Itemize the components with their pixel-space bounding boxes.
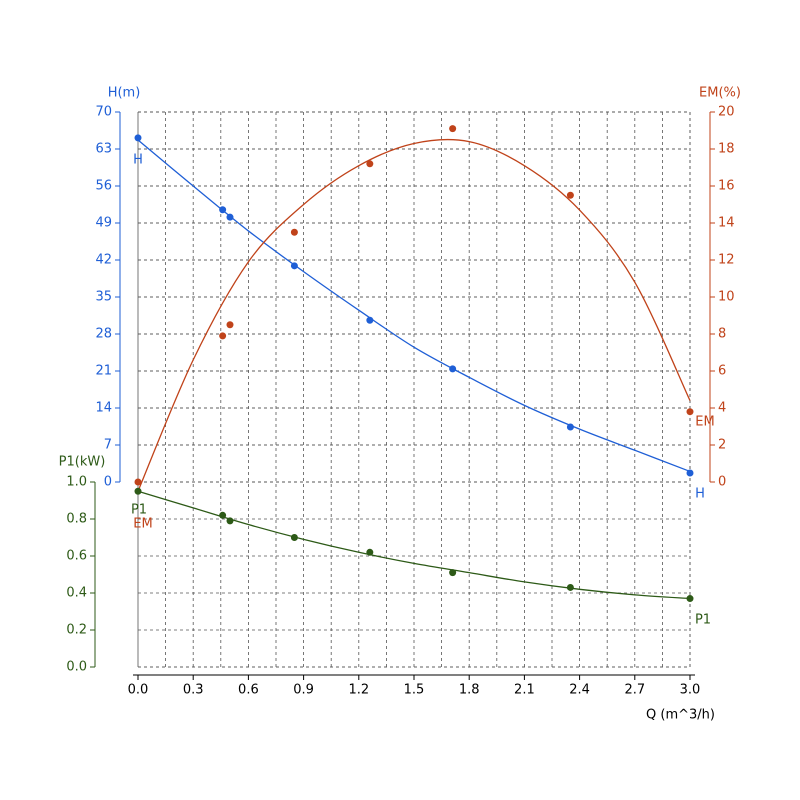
y3-tick-label: 0.6 xyxy=(66,549,87,564)
data-point xyxy=(226,321,234,329)
y2-tick-label: 4 xyxy=(718,401,726,416)
y2-tick-label: 6 xyxy=(718,364,726,379)
series-label: EM xyxy=(695,415,714,430)
data-point xyxy=(219,332,227,340)
y3-tick-label: 0.8 xyxy=(66,512,87,527)
data-point xyxy=(366,548,374,556)
y-tick-label: 63 xyxy=(95,142,112,157)
y2-tick-label: 2 xyxy=(718,438,726,453)
curve xyxy=(137,139,691,473)
data-point xyxy=(219,206,227,214)
curve xyxy=(137,138,691,492)
y2-tick-label: 8 xyxy=(718,327,726,342)
y3-tick-label: 0.0 xyxy=(66,660,87,675)
y3-tick-label: 0.4 xyxy=(66,586,87,601)
y2-tick-label: 20 xyxy=(718,105,735,120)
y-tick-label: 28 xyxy=(95,327,112,342)
x-tick-label: 2.7 xyxy=(624,683,645,698)
data-point xyxy=(449,365,457,373)
data-point xyxy=(366,160,374,168)
x-tick-label: 3.0 xyxy=(680,683,701,698)
data-point xyxy=(290,534,298,541)
data-point xyxy=(134,478,142,486)
data-point xyxy=(219,511,227,519)
y-tick-label: 35 xyxy=(95,290,112,305)
y-tick-label: 70 xyxy=(95,105,112,120)
x-tick-label: 1.2 xyxy=(348,683,369,698)
y-tick-label: 42 xyxy=(95,253,112,268)
y-tick-label: 56 xyxy=(95,179,112,194)
data-point xyxy=(226,517,234,525)
plot-border xyxy=(137,111,691,668)
x-tick-label: 0.9 xyxy=(293,683,314,698)
data-point xyxy=(686,408,694,416)
x-tick-label: 2.1 xyxy=(514,683,535,698)
y-axis-label: H(m) xyxy=(108,86,141,101)
data-point xyxy=(226,213,234,221)
y-tick-label: 49 xyxy=(95,216,112,231)
data-point xyxy=(686,469,694,477)
data-point xyxy=(134,134,142,142)
x-tick-label: 1.5 xyxy=(404,683,425,698)
data-point xyxy=(566,583,574,591)
y-tick-label: 14 xyxy=(95,401,112,416)
y3-axis-label: P1(kW) xyxy=(59,455,106,470)
y-tick-label: 21 xyxy=(95,364,112,379)
y2-tick-label: 0 xyxy=(718,475,726,490)
series-label: EM xyxy=(133,517,152,532)
data-point xyxy=(566,423,574,431)
series-label: H xyxy=(695,487,705,502)
series-label: P1 xyxy=(131,503,147,518)
y-tick-label: 7 xyxy=(104,438,112,453)
x-tick-label: 0.0 xyxy=(128,683,149,698)
series-label: P1 xyxy=(695,613,711,628)
data-point xyxy=(366,316,374,324)
data-point xyxy=(686,595,694,603)
y2-tick-label: 16 xyxy=(718,179,735,194)
data-point xyxy=(449,125,457,133)
y2-tick-label: 12 xyxy=(718,253,735,268)
data-point xyxy=(290,262,298,270)
x-tick-label: 1.8 xyxy=(459,683,480,698)
x-tick-label: 2.4 xyxy=(569,683,590,698)
x-tick-label: 0.3 xyxy=(183,683,204,698)
y2-tick-label: 18 xyxy=(718,142,735,157)
y2-tick-label: 10 xyxy=(718,290,735,305)
y2-tick-label: 14 xyxy=(718,216,735,231)
y2-axis-label: EM(%) xyxy=(699,86,741,101)
y3-tick-label: 1.0 xyxy=(66,475,87,490)
series-label: H xyxy=(133,153,143,168)
y-tick-label: 0 xyxy=(104,475,112,490)
data-point xyxy=(134,487,142,495)
data-point xyxy=(566,191,574,199)
data-point xyxy=(290,228,298,236)
y3-tick-label: 0.2 xyxy=(66,623,87,638)
data-point xyxy=(449,569,457,577)
x-axis-label: Q (m^3/h) xyxy=(646,708,715,723)
x-tick-label: 0.6 xyxy=(238,683,259,698)
